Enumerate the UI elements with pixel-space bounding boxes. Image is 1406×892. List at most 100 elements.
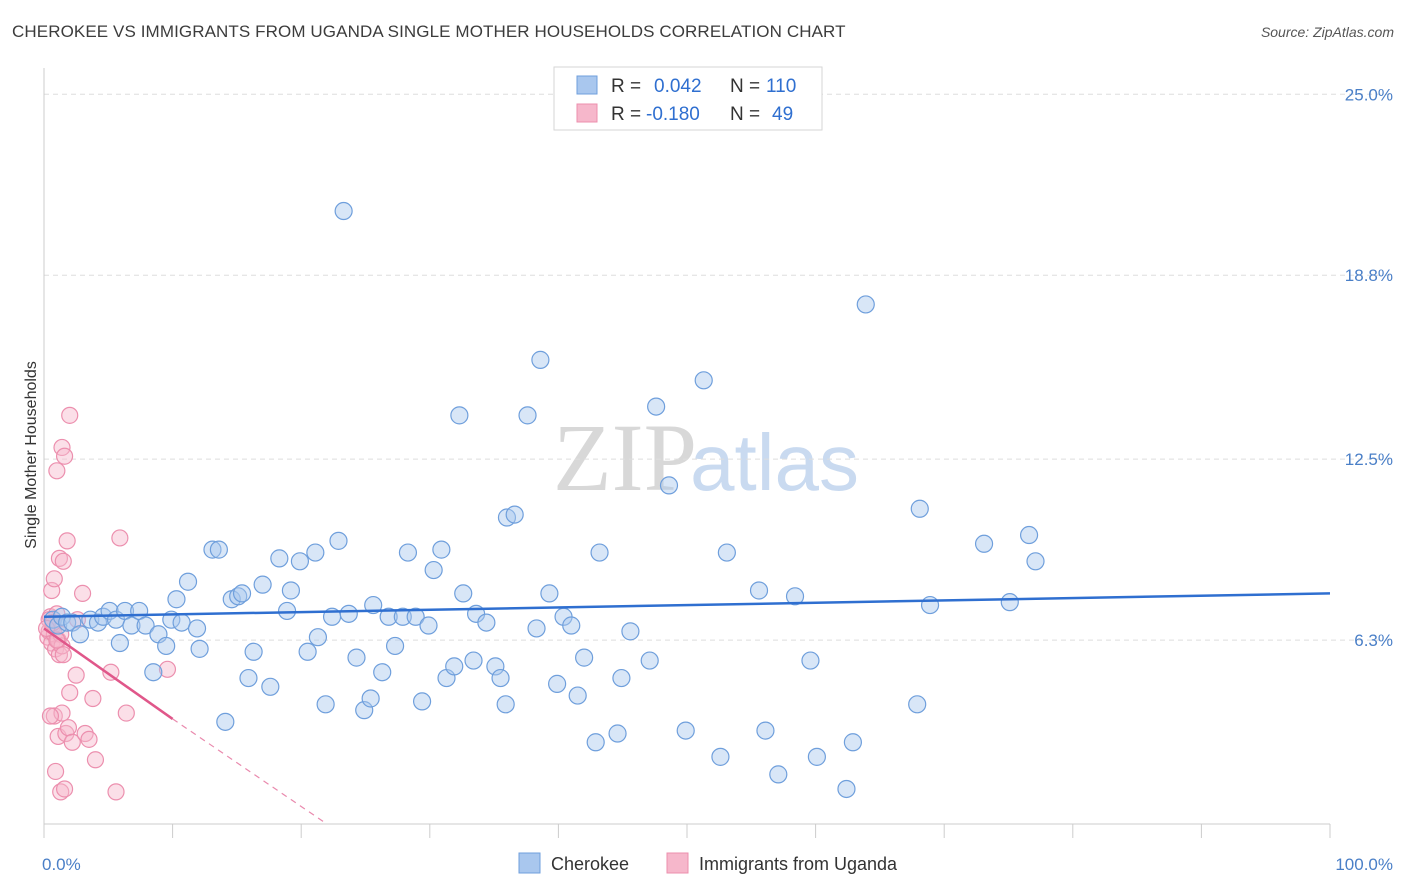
cherokee-point xyxy=(298,642,317,661)
uganda-point xyxy=(61,684,79,702)
uganda-bottom-swatch xyxy=(666,852,689,874)
cherokee-point xyxy=(253,575,272,594)
cherokee-series-points xyxy=(43,201,1045,799)
uganda-point xyxy=(55,447,74,465)
uganda-n-label: N = xyxy=(730,104,760,125)
cherokee-point xyxy=(1019,525,1039,545)
uganda-point xyxy=(48,462,66,480)
cherokee-n-value: 110 xyxy=(766,76,796,97)
cherokee-point xyxy=(590,543,609,562)
cherokee-point xyxy=(785,587,805,606)
cherokee-point xyxy=(908,695,927,714)
uganda-point xyxy=(73,584,92,603)
cherokee-point xyxy=(843,733,862,752)
watermark: ZIP atlas xyxy=(553,404,859,511)
cherokee-point xyxy=(270,549,289,568)
stats-legend: R = 0.042 N = 110 R = -0.180 N = 49 xyxy=(553,66,823,131)
uganda-point xyxy=(80,730,98,748)
uganda-point xyxy=(41,707,60,725)
cherokee-point xyxy=(756,721,775,740)
cherokee-point xyxy=(575,648,594,667)
series-legend: Cherokee Immigrants from Uganda xyxy=(518,852,898,874)
x-tick-label-min: 0.0% xyxy=(42,855,81,874)
cherokee-point xyxy=(216,712,235,731)
cherokee-point xyxy=(419,616,438,635)
cherokee-point xyxy=(308,628,328,647)
cherokee-point xyxy=(70,625,90,644)
cherokee-legend-label: Cherokee xyxy=(551,854,629,874)
cherokee-point xyxy=(190,639,209,658)
axes xyxy=(43,68,1331,838)
cherokee-point xyxy=(464,651,483,670)
cherokee-legend-swatch xyxy=(576,75,598,95)
cherokee-point xyxy=(329,531,348,550)
cherokee-point xyxy=(203,540,222,559)
cherokee-point xyxy=(920,595,940,615)
cherokee-bottom-swatch xyxy=(518,852,541,874)
cherokee-point xyxy=(711,747,730,766)
cherokee-point xyxy=(540,584,559,603)
cherokee-point xyxy=(261,677,280,696)
cherokee-point xyxy=(1000,593,1019,612)
cherokee-point xyxy=(355,701,374,720)
cherokee-point xyxy=(373,663,392,682)
uganda-point xyxy=(84,689,102,708)
uganda-point xyxy=(61,406,79,424)
cherokee-point xyxy=(316,695,335,714)
cherokee-point xyxy=(837,779,856,799)
cherokee-n-label: N = xyxy=(730,76,760,97)
cherokee-point xyxy=(612,668,631,688)
cherokee-point xyxy=(290,552,310,571)
cherokee-point xyxy=(586,733,605,752)
trend-lines xyxy=(43,592,1331,825)
cherokee-point xyxy=(406,607,425,626)
cherokee-point xyxy=(856,295,875,314)
cherokee-point xyxy=(239,668,258,688)
cherokee-point xyxy=(136,616,155,635)
cherokee-point xyxy=(527,619,546,638)
x-tick-labels: 0.0% 100.0% xyxy=(42,855,1393,874)
cherokee-point xyxy=(568,686,587,705)
cherokee-point xyxy=(58,613,77,632)
chart-title: CHEROKEE VS IMMIGRANTS FROM UGANDA SINGL… xyxy=(12,22,846,41)
cherokee-point xyxy=(157,636,176,656)
cherokee-point xyxy=(398,543,418,562)
cherokee-point xyxy=(801,651,820,670)
cherokee-point xyxy=(1026,552,1045,571)
uganda-point xyxy=(45,570,63,588)
cherokee-point xyxy=(769,765,788,784)
cherokee-point xyxy=(244,642,263,661)
stats-legend-box xyxy=(553,66,823,131)
cherokee-point xyxy=(144,663,163,682)
uganda-r-value: -0.180 xyxy=(646,104,700,125)
cherokee-point xyxy=(749,581,769,600)
cherokee-point xyxy=(531,350,550,369)
cherokee-point xyxy=(424,560,443,580)
uganda-point xyxy=(107,783,125,801)
cherokee-point xyxy=(334,201,353,221)
cherokee-point xyxy=(496,695,515,714)
cherokee-point xyxy=(505,505,524,524)
cherokee-point xyxy=(621,622,640,641)
uganda-trend-line xyxy=(43,627,174,720)
cherokee-point xyxy=(347,648,366,667)
uganda-legend-swatch xyxy=(576,103,598,123)
cherokee-point xyxy=(454,584,473,603)
cherokee-point xyxy=(187,619,207,638)
uganda-n-value: 49 xyxy=(772,104,793,125)
cherokee-point xyxy=(445,657,464,676)
cherokee-point xyxy=(562,616,581,635)
uganda-legend-label: Immigrants from Uganda xyxy=(699,854,898,874)
cherokee-point xyxy=(807,747,826,766)
cherokee-point xyxy=(412,692,432,711)
uganda-point xyxy=(102,663,120,681)
cherokee-point xyxy=(676,721,695,740)
uganda-point xyxy=(86,751,105,769)
uganda-point xyxy=(67,666,85,684)
uganda-point xyxy=(54,646,72,664)
cherokee-point xyxy=(167,590,186,609)
watermark-zip: ZIP xyxy=(553,404,697,511)
y-axis-label: Single Mother Households xyxy=(23,361,40,549)
uganda-r-label: R = xyxy=(611,104,641,125)
